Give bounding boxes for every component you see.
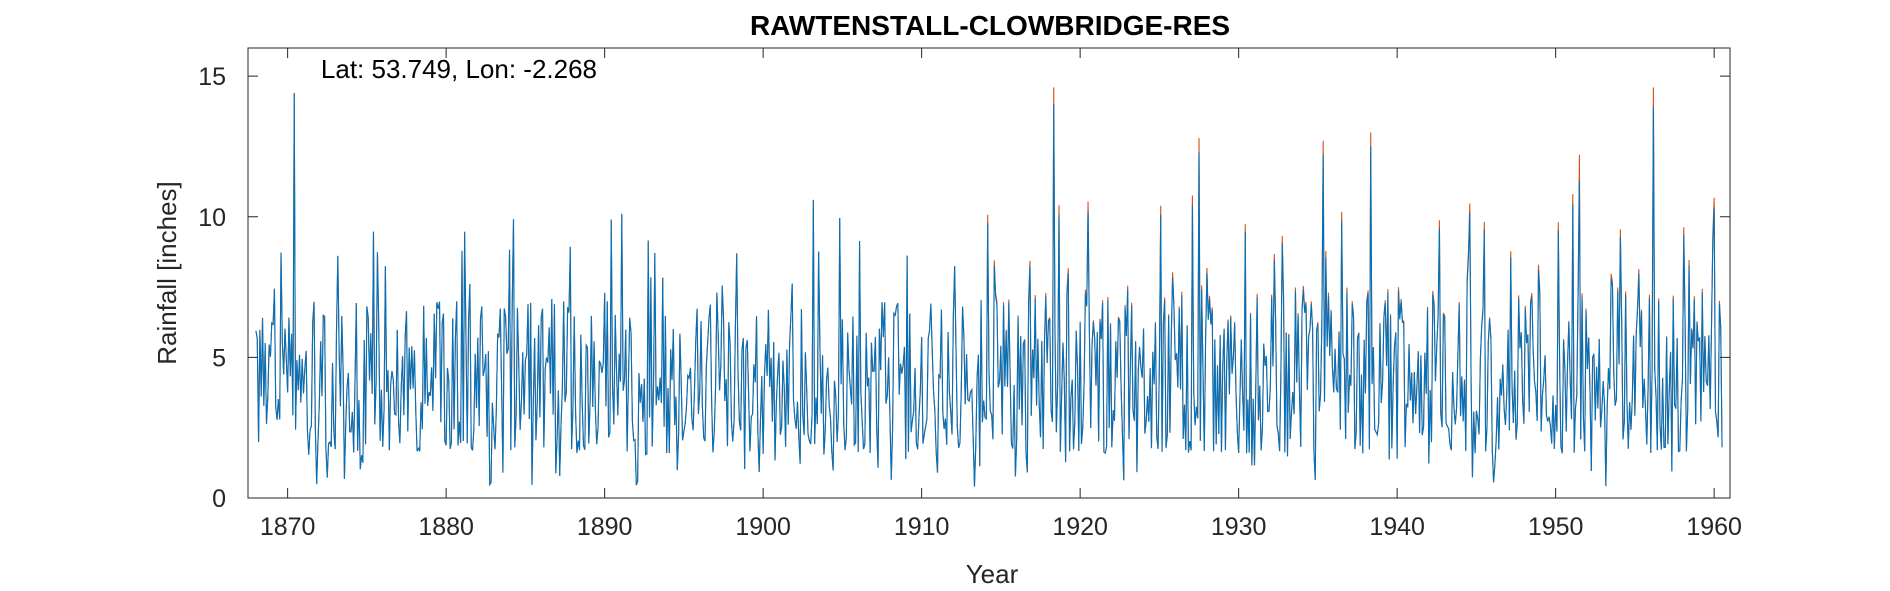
x-tick-label: 1930 (1211, 513, 1267, 541)
x-tick-label: 1900 (735, 513, 791, 541)
x-tick-label: 1890 (577, 513, 633, 541)
x-tick-label: 1870 (260, 513, 316, 541)
y-axis-label: Rainfall [inches] (152, 181, 182, 365)
y-tick-label: 5 (212, 344, 226, 372)
x-axis-label: Year (966, 559, 1019, 589)
series-line-secondary (255, 87, 1723, 487)
x-tick-label: 1960 (1686, 513, 1742, 541)
series-line-primary (255, 92, 1723, 487)
x-tick-label: 1950 (1528, 513, 1584, 541)
x-tick-label: 1920 (1052, 513, 1108, 541)
x-tick-label: 1940 (1369, 513, 1425, 541)
y-tick-label: 0 (212, 485, 226, 513)
axes: 1870 1880 1890 1900 1910 1920 1930 1940 1950 1960… (198, 47, 1742, 541)
plot-frame (247, 47, 1731, 499)
location-annotation: Lat: 53.749, Lon: -2.268 (321, 54, 597, 84)
series-lines (255, 87, 1723, 487)
x-tick-label: 1910 (894, 513, 950, 541)
chart-title: RAWTENSTALL-CLOWBRIDGE-RES (750, 10, 1230, 41)
y-tick-label: 15 (198, 63, 226, 91)
x-tick-label: 1880 (418, 513, 474, 541)
y-tick-label: 10 (198, 204, 226, 232)
